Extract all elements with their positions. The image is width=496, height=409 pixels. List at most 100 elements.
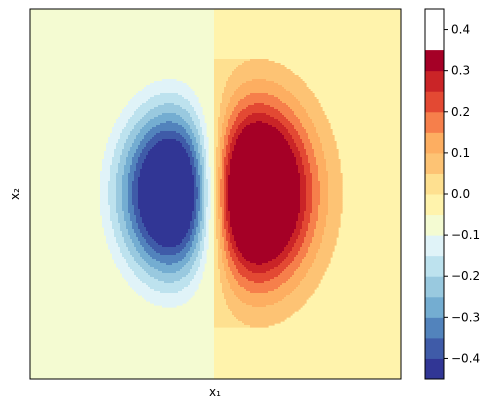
contour-band-segment [102, 165, 111, 168]
contour-band-segment [280, 273, 295, 276]
contour-band-segment [198, 161, 201, 164]
contour-band-segment [326, 221, 341, 224]
contour-band-segment [214, 163, 217, 166]
contour-band-segment [200, 205, 203, 208]
contour-band-segment [194, 235, 199, 238]
contour-band-segment [214, 235, 217, 238]
contour-band-segment [178, 261, 189, 264]
contour-band-segment [300, 185, 307, 188]
contour-band-segment [100, 177, 111, 180]
contour-band-segment [240, 261, 251, 264]
contour-band-segment [226, 233, 231, 236]
contour-band-segment [278, 129, 289, 132]
contour-band-segment [226, 301, 243, 304]
contour-band-segment [186, 243, 193, 246]
contour-band-segment [312, 263, 329, 266]
contour-band-segment [282, 123, 293, 126]
contour-band-segment [182, 135, 191, 138]
contour-band-segment [128, 179, 135, 182]
contour-band-segment [226, 193, 229, 196]
contour-band-segment [182, 125, 191, 128]
contour-band-segment [194, 159, 199, 162]
contour-band-segment [122, 209, 129, 212]
contour-band-segment [214, 255, 219, 258]
contour-band-segment [228, 305, 253, 308]
contour-band-segment [156, 125, 183, 128]
contour-band-segment [318, 177, 329, 180]
contour-band-segment [110, 215, 119, 218]
contour-band-segment [236, 131, 243, 134]
contour-band-segment [224, 193, 227, 196]
contour-band-segment [206, 151, 209, 154]
contour-band-segment [144, 259, 157, 262]
contour-band-segment [180, 279, 193, 282]
contour-band-segment [134, 231, 141, 234]
contour-band-segment [116, 239, 125, 242]
contour-band-segment [228, 187, 301, 190]
contour-band-segment [216, 213, 219, 216]
contour-band-segment [326, 215, 341, 218]
contour-band-segment [176, 253, 187, 256]
contour-band-segment [196, 201, 201, 204]
contour-band-segment [216, 203, 219, 206]
contour-band-segment [202, 173, 205, 176]
contour-band-segment [100, 183, 109, 186]
contour-band-segment [108, 197, 117, 200]
contour-band-segment [202, 195, 205, 198]
contour-band-segment [186, 141, 193, 144]
contour-band-segment [300, 197, 307, 200]
contour-band-segment [198, 239, 203, 242]
contour-band-segment [120, 157, 127, 160]
contour-band-segment [248, 115, 271, 118]
contour-band-segment [224, 181, 227, 184]
contour-band-segment [224, 243, 229, 246]
contour-band-segment [154, 239, 183, 242]
contour-band-segment [176, 131, 187, 134]
contour-band-segment [116, 237, 125, 240]
contour-band-segment [226, 239, 231, 242]
contour-band-segment [232, 73, 295, 76]
contour-band-segment [268, 123, 283, 126]
contour-band-segment [142, 167, 193, 170]
contour-band-segment [186, 151, 193, 154]
contour-band-segment [310, 139, 321, 142]
contour-band-segment [118, 267, 131, 270]
contour-band-segment [188, 133, 195, 136]
contour-band-segment [298, 217, 305, 220]
contour-band-segment [182, 117, 193, 120]
contour-band-segment [302, 105, 321, 108]
contour-band-segment [142, 221, 191, 224]
contour-band-segment [324, 151, 339, 154]
contour-band-segment [306, 275, 323, 278]
contour-band-segment [196, 177, 201, 180]
contour-band-segment [118, 165, 125, 168]
contour-band-segment [150, 301, 187, 304]
contour-band-segment [132, 163, 137, 166]
contour-band-segment [216, 217, 219, 220]
contour-band-segment [306, 189, 313, 192]
contour-band-segment [214, 319, 239, 322]
contour-band-segment [312, 203, 321, 206]
contour-band-segment [220, 245, 225, 248]
contour-band-segment [300, 151, 307, 154]
contour-band-segment [216, 163, 221, 166]
contour-band-segment [224, 185, 227, 188]
contour-band-segment [200, 183, 203, 186]
contour-band-segment [326, 219, 341, 222]
contour-band-segment [236, 267, 247, 270]
contour-band-segment [216, 179, 219, 182]
contour-band-segment [230, 163, 297, 166]
contour-band-segment [126, 227, 133, 230]
contour-band-segment [200, 243, 205, 246]
contour-band-segment [148, 99, 189, 102]
contour-band-segment [230, 237, 235, 240]
contour-band-segment [134, 173, 141, 176]
contour-band-segment [202, 237, 205, 240]
contour-band-segment [138, 177, 195, 180]
contour-band-segment [132, 221, 137, 224]
contour-band-segment [200, 195, 203, 198]
contour-band-segment [204, 167, 207, 170]
contour-band-segment [140, 129, 151, 132]
contour-band-segment [218, 123, 223, 126]
contour-band-segment [196, 173, 199, 176]
